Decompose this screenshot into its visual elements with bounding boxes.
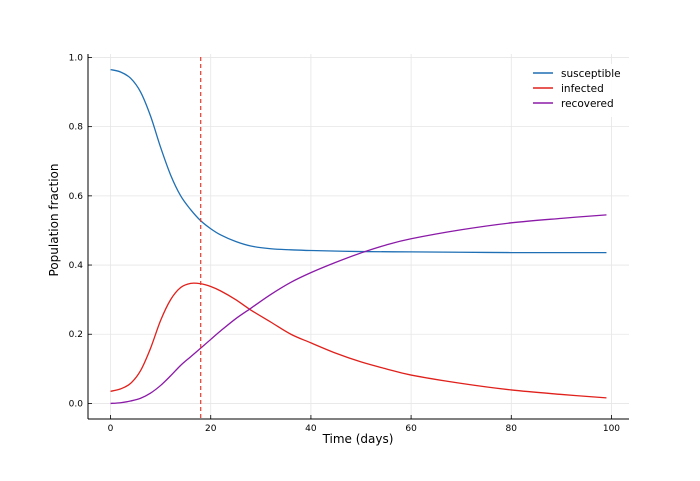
legend: susceptible infected recovered	[527, 64, 625, 117]
x-tick-label: 20	[205, 424, 217, 434]
series-lines	[110, 57, 607, 419]
legend-label-infected: infected	[561, 83, 604, 95]
legend-label-recovered: recovered	[561, 98, 614, 110]
axes	[87, 54, 629, 420]
y-tick-label: 0.8	[69, 123, 84, 133]
x-tick-label: 60	[405, 424, 417, 434]
legend-label-susceptible: susceptible	[561, 68, 621, 80]
y-tick-label: 1.0	[69, 53, 84, 63]
y-tick-label: 0.4	[69, 261, 84, 271]
series-line-susceptible	[110, 68, 607, 254]
y-tick-label: 0.2	[69, 330, 83, 340]
series-line-infected	[110, 282, 607, 399]
x-tick-label: 0	[108, 424, 114, 434]
x-tick-label: 100	[603, 424, 620, 434]
x-tick-label: 80	[506, 424, 518, 434]
series-line-recovered	[110, 214, 607, 405]
x-axis-title: Time (days)	[322, 432, 394, 446]
y-tick-label: 0.0	[69, 399, 84, 409]
y-tick-label: 0.6	[69, 192, 84, 202]
y-axis-title: Population fraction	[47, 164, 61, 277]
ticks: 0 20 40 60 80 100 0.0 0.2 0.4 0.6 0.8 1.0	[69, 53, 621, 434]
x-tick-label: 40	[305, 424, 317, 434]
